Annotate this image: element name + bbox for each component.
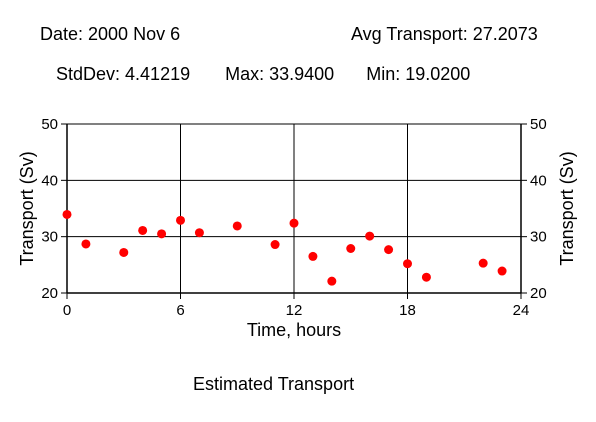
chart-caption: Estimated Transport xyxy=(193,374,355,394)
data-point xyxy=(289,218,299,228)
min-label: Min: 19.0200 xyxy=(366,64,471,84)
data-point xyxy=(478,258,488,268)
x-tick-label: 12 xyxy=(286,302,303,319)
x-tick-label: 6 xyxy=(176,302,184,319)
grid-lines xyxy=(67,124,521,293)
data-point xyxy=(346,243,356,253)
date-label: Date: 2000 Nov 6 xyxy=(40,24,181,44)
data-point xyxy=(365,231,375,241)
data-point xyxy=(194,228,204,238)
x-axis-label: Time, hours xyxy=(247,320,341,340)
data-point xyxy=(62,209,72,219)
data-point xyxy=(308,251,318,261)
data-points xyxy=(62,209,507,286)
data-point xyxy=(138,225,148,235)
data-point xyxy=(119,247,129,257)
y-axis-label-left: Transport (Sv) xyxy=(17,151,37,265)
data-point xyxy=(327,276,337,286)
data-point xyxy=(421,272,431,282)
y-tick-label-right: 20 xyxy=(530,285,547,302)
x-tick-label: 0 xyxy=(63,302,71,319)
y-tick-label-left: 20 xyxy=(41,285,58,302)
data-point xyxy=(232,221,242,231)
data-point xyxy=(176,215,185,225)
y-tick-label-right: 40 xyxy=(530,172,547,189)
data-point xyxy=(384,245,394,255)
max-label: Max: 33.9400 xyxy=(225,64,335,84)
axes xyxy=(61,123,527,299)
y-tick-label-left: 50 xyxy=(41,116,58,133)
data-point xyxy=(403,259,412,269)
average-transport-label: Avg Transport: 27.2073 xyxy=(351,24,538,44)
y-axis-label-right: Transport (Sv) xyxy=(557,151,577,265)
y-tick-label-left: 30 xyxy=(41,229,58,246)
x-tick-label: 18 xyxy=(399,302,416,319)
data-point xyxy=(157,229,167,239)
y-tick-label-right: 30 xyxy=(530,229,547,246)
stddev-label: StdDev: 4.41219 xyxy=(56,64,191,84)
data-point xyxy=(497,266,507,276)
y-tick-label-left: 40 xyxy=(41,172,58,189)
stats-row: StdDev: 4.41219 Max: 33.9400 Min: 19.020… xyxy=(56,65,470,83)
y-tick-label-right: 50 xyxy=(530,116,547,133)
data-point xyxy=(270,240,280,250)
data-point xyxy=(81,239,91,249)
x-tick-label: 24 xyxy=(513,302,530,319)
